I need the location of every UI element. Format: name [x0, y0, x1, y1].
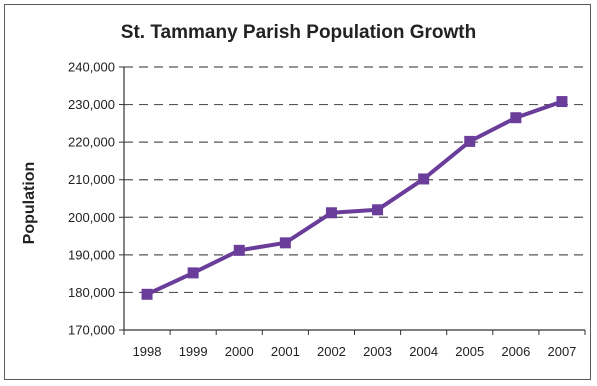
y-tick-labels: 170,000 180,000 190,000 200,000 210,000 220,0… — [68, 60, 115, 338]
x-tick-label: 1998 — [133, 344, 162, 359]
x-tick-label: 2000 — [225, 344, 254, 359]
series-line — [146, 99, 563, 297]
axes — [119, 66, 586, 335]
data-point — [556, 96, 568, 108]
data-point — [418, 173, 430, 185]
data-point — [325, 207, 337, 219]
y-tick-label: 220,000 — [68, 135, 115, 150]
chart-title: St. Tammany Parish Population Growth — [120, 22, 477, 43]
series — [141, 96, 568, 300]
x-tick-labels: 1998 1999 2000 2001 2002 2003 2004 2005 2006 2007 — [133, 344, 577, 359]
y-tick-label: 200,000 — [68, 210, 115, 225]
data-point — [233, 244, 245, 256]
x-tick-label: 1999 — [179, 344, 208, 359]
y-tick-label: 230,000 — [68, 97, 115, 112]
y-tick-label: 210,000 — [68, 172, 115, 187]
y-tick-label: 170,000 — [68, 323, 115, 338]
x-tick-label: 2005 — [455, 344, 484, 359]
x-tick-label: 2007 — [547, 344, 576, 359]
y-tick-label: 190,000 — [68, 247, 115, 262]
data-point — [464, 135, 476, 147]
x-tick-label: 2002 — [317, 344, 346, 359]
x-tick-label: 2004 — [409, 344, 438, 359]
data-point — [510, 112, 522, 124]
data-point — [372, 204, 384, 216]
gridlines — [124, 66, 585, 294]
x-tick-label: 2001 — [271, 344, 300, 359]
x-tick-label: 2003 — [363, 344, 392, 359]
x-tick-label: 2006 — [501, 344, 530, 359]
data-point — [279, 237, 291, 249]
y-tick-label: 180,000 — [68, 285, 115, 300]
data-point — [187, 267, 199, 279]
y-tick-label: 240,000 — [68, 60, 115, 75]
data-point — [141, 288, 153, 300]
